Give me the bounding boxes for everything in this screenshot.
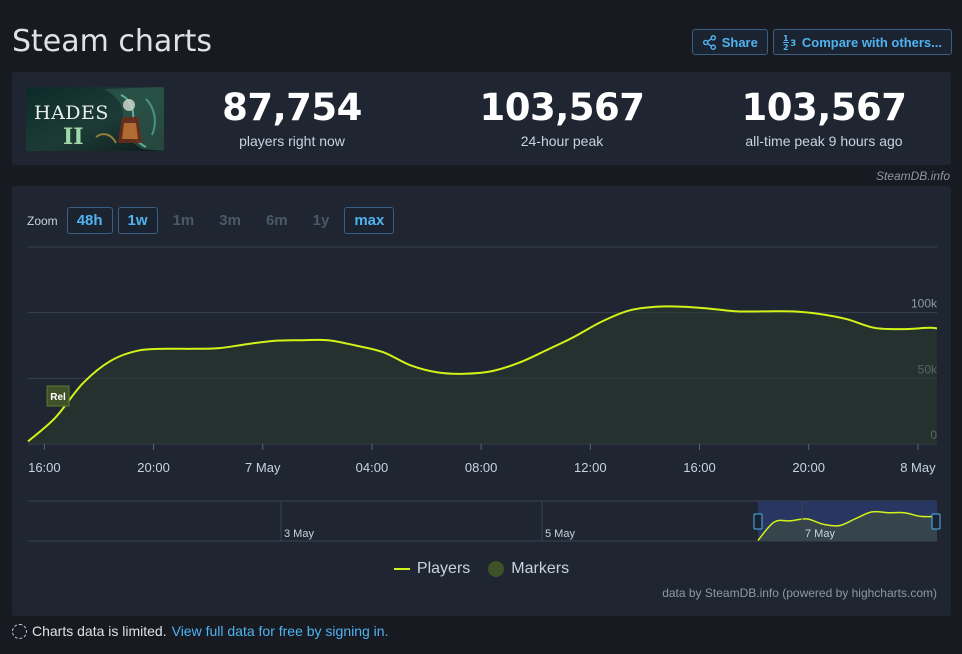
navigator-handle[interactable] (931, 513, 941, 530)
markers-dot-swatch (488, 561, 505, 577)
share-label: Share (721, 34, 758, 50)
game-logo-numeral: II (63, 124, 84, 150)
zoom-6m-button: 6m (265, 212, 288, 229)
players-line-swatch (393, 568, 410, 570)
x-tick-label: 20:00 (792, 460, 825, 475)
zoom-bar: Zoom 48h 1w 1m 3m 6m 1y max (27, 207, 395, 234)
stat-value: 87,754 (222, 86, 362, 129)
compare-button[interactable]: 1 2 3 Compare with others... (772, 29, 952, 55)
svg-text:2: 2 (783, 43, 789, 50)
navigator-date-label: 3 May (284, 528, 314, 540)
x-tick-label: 04:00 (356, 460, 389, 475)
x-tick-label: 7 May (245, 460, 281, 475)
legend-label-players: Players (416, 560, 471, 577)
zoom-max-button[interactable]: max (344, 207, 395, 234)
game-logo[interactable]: HADES II (26, 87, 164, 151)
share-icon (702, 34, 716, 50)
x-tick-label: 16:00 (683, 460, 716, 475)
steamdb-credit[interactable]: SteamDB.info (875, 169, 950, 183)
navigator-handle[interactable] (753, 513, 763, 530)
stat-all-time-peak: 103,567 all-time peak 9 hours ago (714, 86, 934, 150)
svg-text:1: 1 (783, 34, 789, 43)
players-line (27, 305, 938, 443)
fraction-icon: 1 2 3 (782, 34, 796, 50)
svg-text:3: 3 (790, 39, 796, 49)
stat-label: all-time peak 9 hours ago (745, 133, 903, 149)
sign-in-link[interactable]: View full data for free by signing in. (171, 623, 389, 639)
footer-note-text: Charts data is limited. (32, 623, 167, 639)
stat-24h-peak: 103,567 24-hour peak (452, 86, 672, 150)
chart-credit[interactable]: data by SteamDB.info (powered by highcha… (662, 586, 937, 600)
stat-value: 103,567 (479, 86, 645, 129)
stat-label: 24-hour peak (520, 133, 604, 149)
stat-current-players: 87,754 players right now (182, 86, 402, 150)
release-marker-flag (46, 385, 70, 407)
release-marker: Rel (46, 385, 70, 407)
x-tick-label: 16:00 (28, 460, 61, 475)
y-tick-label: 100k (911, 297, 938, 311)
legend-label-markers: Markers (511, 560, 570, 577)
compare-label: Compare with others... (801, 34, 942, 50)
stats-card: HADES II 87,754 players right now 103,56… (12, 72, 951, 165)
top-actions: Share 1 2 3 Compare with others... (691, 29, 952, 55)
chart-card: Zoom 48h 1w 1m 3m 6m 1y max 050k100k16:0… (12, 186, 951, 616)
zoom-1m-button: 1m (172, 212, 195, 229)
legend-item-markers[interactable]: Markers (488, 560, 569, 578)
x-tick-label: 12:00 (574, 460, 607, 475)
footer-note: Charts data is limited. View full data f… (12, 623, 388, 639)
players-area (28, 306, 937, 444)
navigator-date-label: 7 May (805, 528, 835, 540)
zoom-label: Zoom (27, 213, 58, 228)
page-title: Steam charts (12, 24, 213, 59)
legend-item-players[interactable]: Players (393, 560, 471, 578)
stat-label: players right now (239, 133, 345, 149)
stat-value: 103,567 (741, 86, 907, 129)
x-tick-label: 8 May (900, 460, 936, 475)
navigator-date-label: 5 May (545, 528, 575, 540)
zoom-1w-button[interactable]: 1w (117, 207, 158, 234)
zoom-48h-button[interactable]: 48h (66, 207, 113, 234)
zoom-1y-button: 1y (312, 212, 330, 229)
chart-legend: Players Markers (12, 560, 951, 578)
game-logo-title: HADES (34, 102, 109, 124)
share-button[interactable]: Share (691, 29, 768, 55)
x-tick-label: 20:00 (137, 460, 170, 475)
dashed-circle-icon (12, 623, 27, 639)
release-marker-label: Rel (50, 392, 66, 403)
navigator-line (757, 510, 938, 541)
x-tick-label: 08:00 (465, 460, 498, 475)
zoom-3m-button: 3m (219, 212, 241, 229)
